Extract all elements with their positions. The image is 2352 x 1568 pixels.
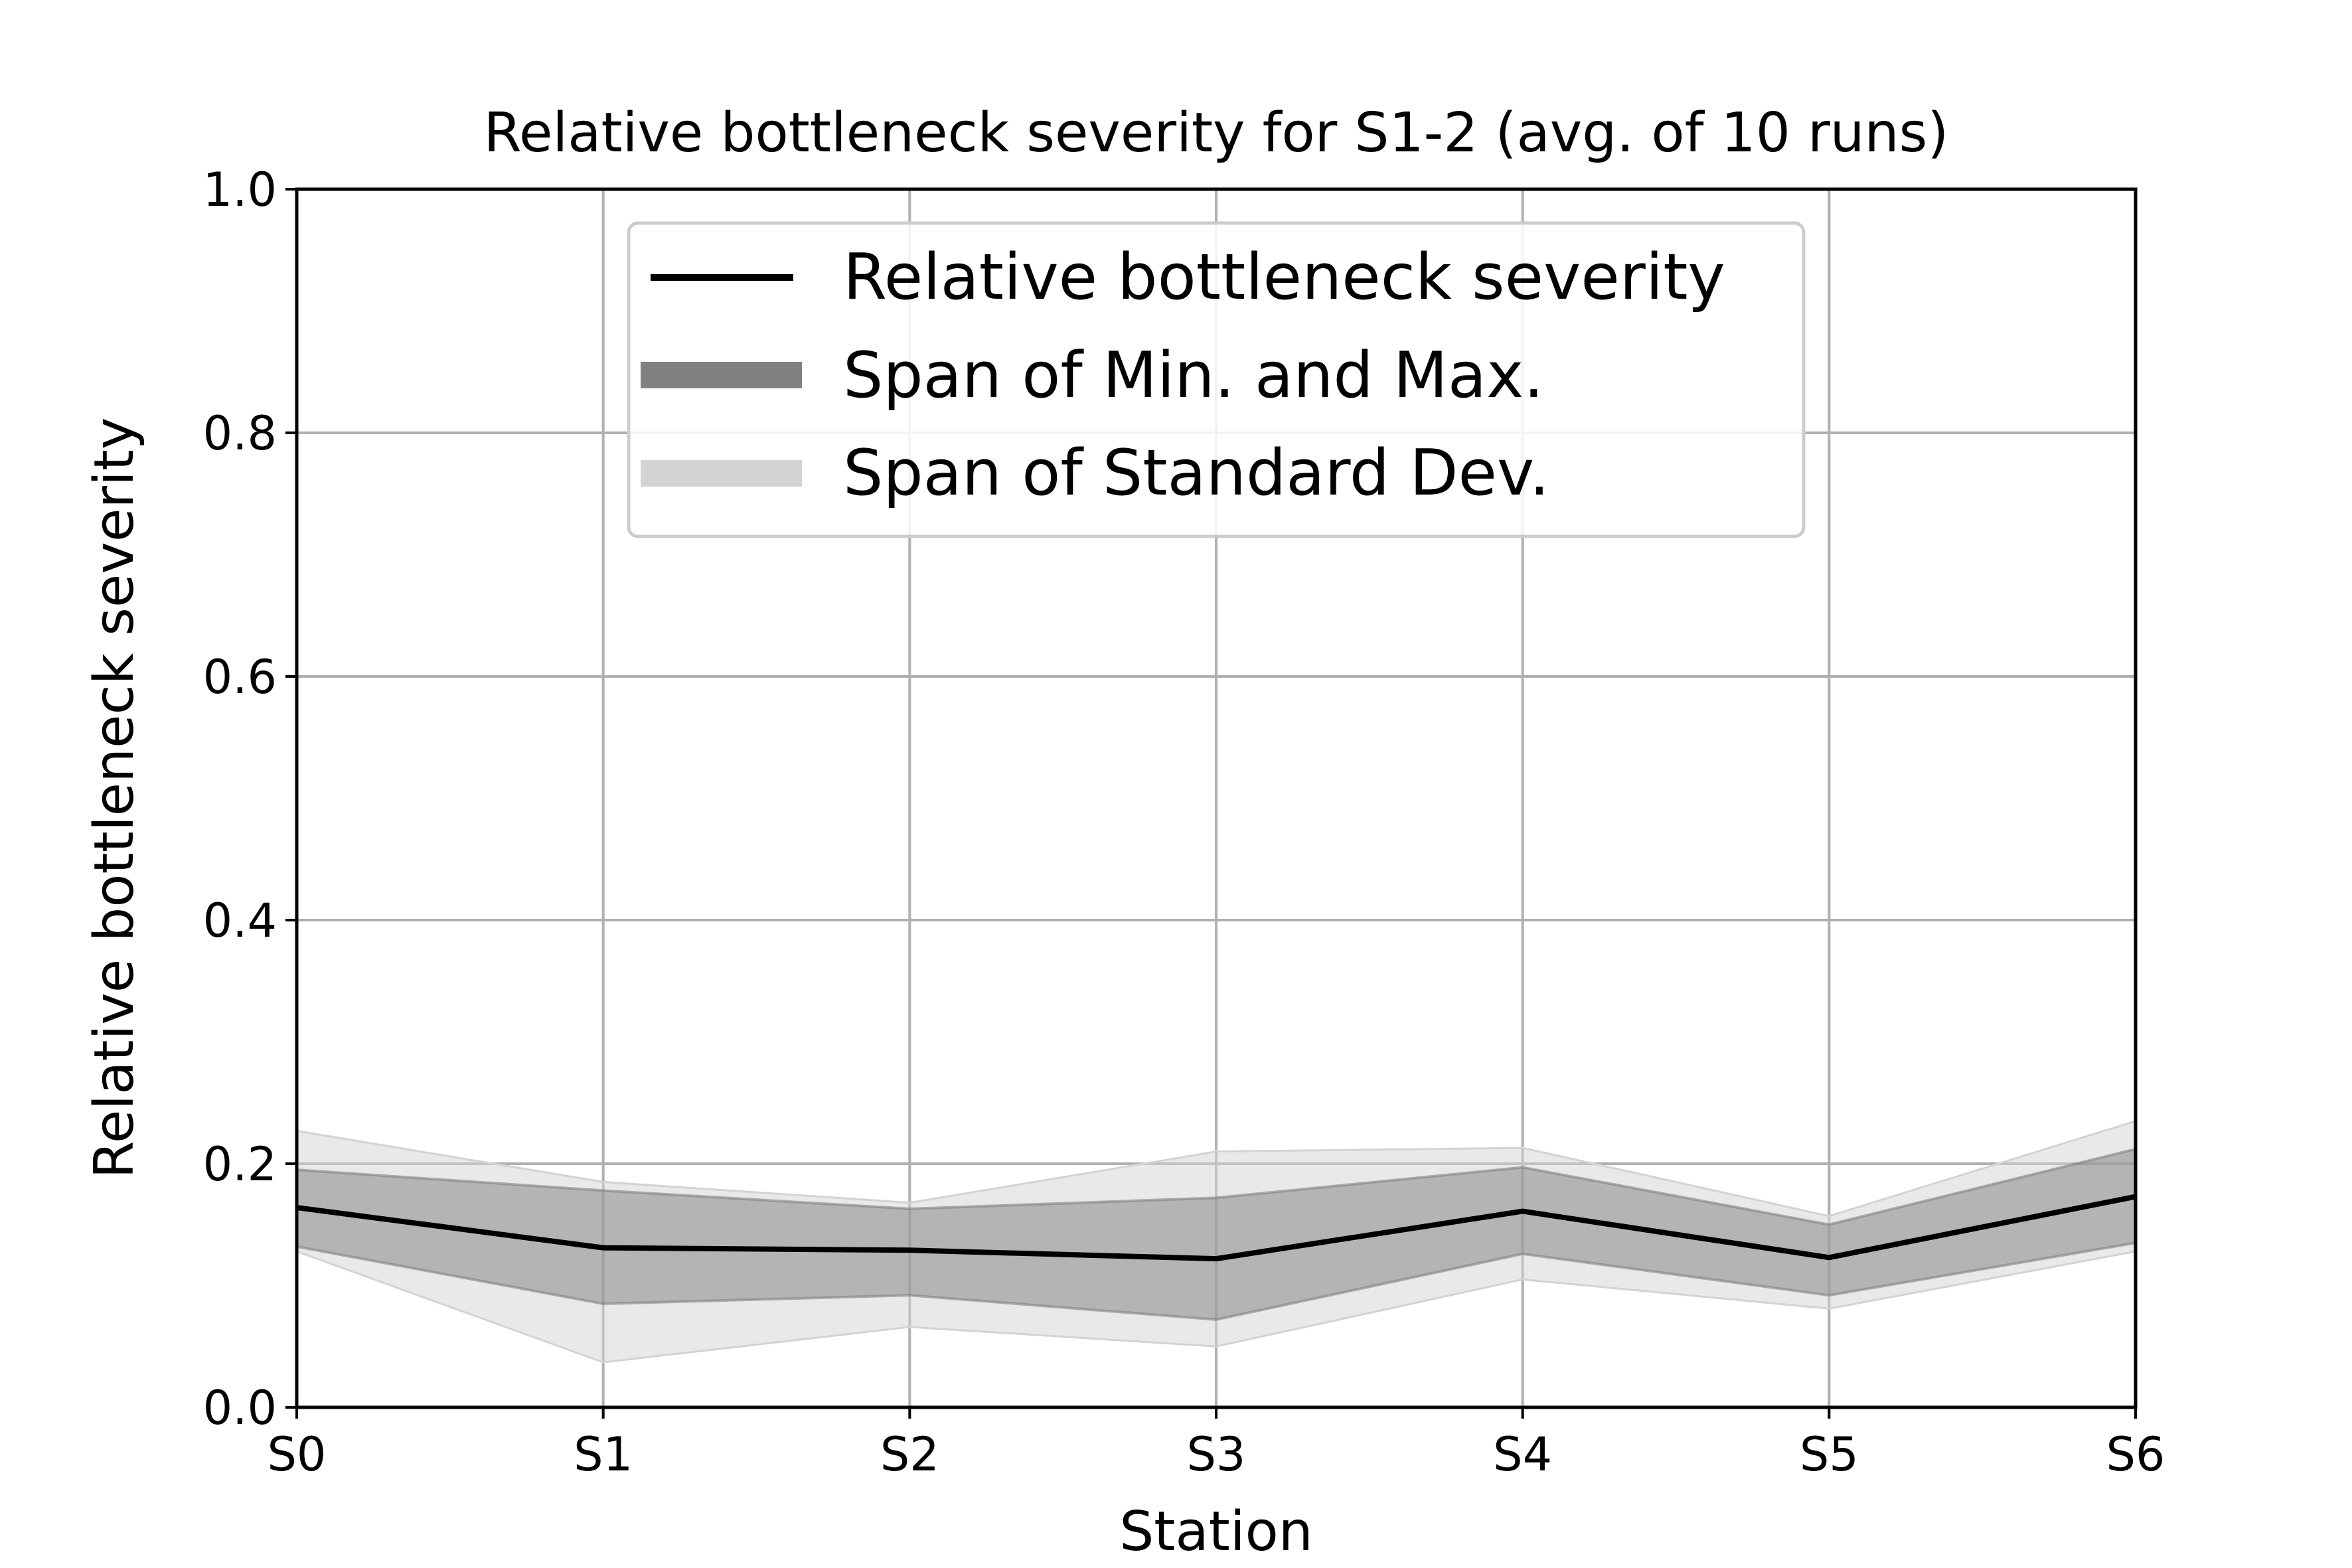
x-tick-label: S5	[1800, 1427, 1859, 1482]
x-tick-label: S6	[2106, 1427, 2165, 1482]
y-tick-label: 0.6	[203, 650, 277, 704]
y-tick-label: 0.0	[203, 1381, 277, 1435]
lines	[296, 1194, 2136, 1262]
y-axis-label: Relative bottleneck severity	[83, 418, 146, 1179]
y-tick-label: 0.8	[203, 406, 277, 461]
x-tick-label: S1	[574, 1427, 633, 1482]
legend-swatch-stddev	[641, 460, 802, 487]
legend-swatch-minmax	[641, 362, 802, 388]
x-tick-label: S0	[268, 1427, 327, 1482]
legend-label-stddev: Span of Standard Dev.	[843, 437, 1549, 510]
x-ticks: S0 S1 S2 S3 S4 S5 S6	[268, 1407, 2165, 1482]
x-axis-label: Station	[1119, 1500, 1313, 1563]
x-tick-label: S4	[1493, 1427, 1552, 1482]
x-tick-label: S2	[880, 1427, 939, 1482]
y-tick-label: 0.2	[203, 1137, 277, 1192]
legend: Relative bottleneck severity Span of Min…	[627, 221, 1806, 538]
y-tick-label: 1.0	[203, 163, 277, 217]
y-tick-label: 0.4	[203, 894, 277, 948]
legend-box	[627, 221, 1806, 538]
series-line-severity	[296, 1194, 2136, 1262]
legend-label-line: Relative bottleneck severity	[843, 241, 1725, 314]
legend-label-minmax: Span of Min. and Max.	[843, 339, 1543, 412]
y-ticks: 0.0 0.2 0.4 0.6 0.8 1.0	[203, 163, 297, 1435]
x-tick-label: S3	[1187, 1427, 1246, 1482]
chart-title: Relative bottleneck severity for S1-2 (a…	[484, 102, 1949, 165]
